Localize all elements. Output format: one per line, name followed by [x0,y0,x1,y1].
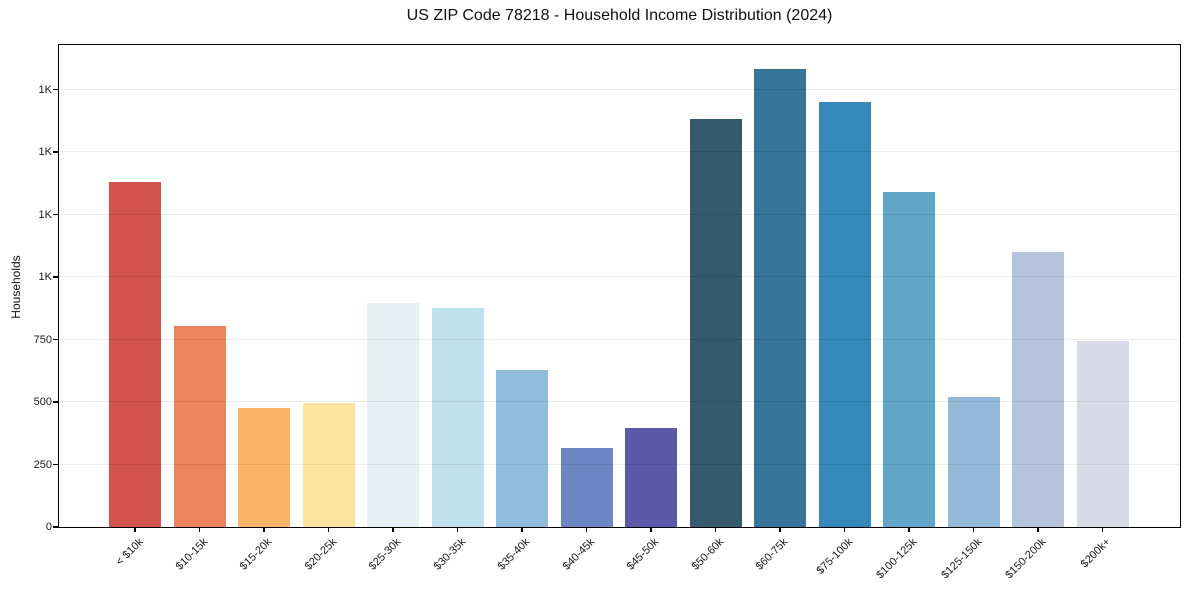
y-tick-mark [53,401,58,403]
y-tick-label: 1K [38,146,52,159]
y-tick-mark [53,213,58,216]
x-tick-mark [198,528,200,532]
x-tick-mark [972,528,974,532]
bar-$100-125k [883,191,935,527]
bar-$15-20k [238,408,290,527]
x-tick-mark [327,528,329,532]
x-tick-label: $30-35k [431,536,468,573]
y-tick-label: 500 [33,396,52,409]
x-tick-label: $60-75k [753,536,791,573]
bar-$60-75k [754,68,806,527]
y-tick-label: 750 [33,333,52,346]
bar-$200k+ [1076,340,1129,527]
y-tick-mark [53,151,58,153]
bars-layer [59,45,1180,527]
y-tick-label: 0 [45,521,52,533]
x-tick-mark [843,528,845,532]
plot-area [58,44,1181,528]
bar-$30-35k [431,308,484,527]
x-tick-label: $50-60k [689,536,726,573]
x-tick-mark [779,528,781,532]
y-tick-mark [53,526,58,528]
bar-$75-100k [818,102,871,527]
bar-< $10k [109,182,161,527]
y-axis-label: Households [9,255,23,319]
x-tick-label: $15-20k [237,536,275,573]
bar-$10-15k [173,325,226,527]
y-tick-label: 250 [33,458,52,471]
x-tick-mark [263,528,265,532]
bar-$45-50k [625,428,677,527]
bar-$20-25k [302,402,355,527]
x-tick-mark [1037,528,1039,532]
x-tick-mark [714,528,716,532]
bar-$125-150k [947,397,1000,527]
chart-title: US ZIP Code 78218 - Household Income Dis… [406,7,833,24]
x-tick-mark [134,528,136,532]
x-tick-label: $20-25k [302,536,339,573]
x-tick-label: $35-40k [495,536,533,573]
y-tick-label: 1K [38,208,52,221]
y-tick-mark [53,88,58,91]
x-tick-mark [908,528,910,532]
x-tick-mark [1101,528,1103,532]
bar-$25-30k [367,303,419,527]
bar-$40-45k [560,447,613,527]
x-tick-label: $100-125k [874,536,920,582]
x-tick-label: < $10k [113,536,146,569]
x-tick-label: $150-200k [1003,536,1049,582]
y-tick-mark [53,463,58,466]
x-tick-label: $25-30k [366,536,404,573]
x-tick-mark [521,528,523,532]
bar-$35-40k [496,370,548,527]
y-tick-mark [53,338,58,341]
x-tick-mark [650,528,652,532]
x-tick-mark [392,528,394,532]
y-tick-mark [53,276,58,278]
x-tick-label: $10-15k [173,536,210,573]
bar-$50-60k [689,118,742,527]
x-tick-label: $200k+ [1078,536,1113,571]
y-tick-label: 1K [38,271,52,284]
x-tick-label: $125-150k [938,536,984,582]
x-tick-label: $45-50k [624,536,662,573]
x-tick-label: $40-45k [560,536,597,573]
x-tick-label: $75-100k [814,536,855,577]
x-tick-mark [456,528,458,532]
y-tick-label: 1K [38,83,52,96]
bar-$150-200k [1012,252,1064,527]
x-tick-mark [585,528,587,532]
